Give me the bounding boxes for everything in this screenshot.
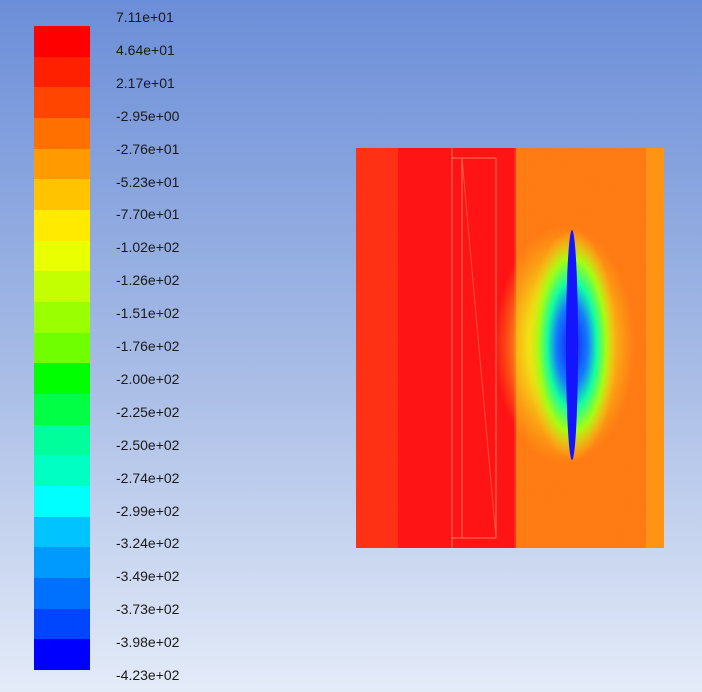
- colorbar-tick-label: 4.64e+01: [116, 41, 175, 58]
- colorbar-tick-label: -2.95e+00: [116, 107, 180, 124]
- colorbar-tick-label: -1.26e+02: [116, 272, 180, 289]
- colorbar-tick-label: 2.17e+01: [116, 74, 175, 91]
- colorbar-swatch: [34, 87, 90, 119]
- colorbar-swatch: [34, 547, 90, 579]
- contour-domain: [356, 148, 664, 548]
- colorbar-swatch: [34, 394, 90, 426]
- colorbar-swatch: [34, 26, 90, 58]
- colorbar-swatch: [34, 271, 90, 303]
- colorbar-tick-label: -5.23e+01: [116, 173, 180, 190]
- colorbar-swatch: [34, 516, 90, 548]
- noise-overlay: [356, 148, 664, 548]
- colorbar-swatch: [34, 118, 90, 150]
- colorbar-swatch: [34, 240, 90, 272]
- colorbar-tick-label: -1.02e+02: [116, 239, 180, 256]
- colorbar-tick-label: -2.25e+02: [116, 403, 180, 420]
- colorbar-tick-label: -3.24e+02: [116, 535, 180, 552]
- colorbar-swatch: [34, 424, 90, 456]
- colorbar-swatch: [34, 179, 90, 211]
- colorbar-tick-label: -2.76e+01: [116, 140, 180, 157]
- colorbar-swatch: [34, 332, 90, 364]
- colorbar-tick-label: -1.51e+02: [116, 305, 180, 322]
- colorbar-swatch: [34, 639, 90, 671]
- colorbar-swatch: [34, 363, 90, 395]
- colorbar-swatch: [34, 302, 90, 334]
- colorbar-tick-label: -3.73e+02: [116, 601, 180, 618]
- colorbar-tick-label: 7.11e+01: [116, 9, 174, 25]
- colorbar-swatch: [34, 148, 90, 180]
- colorbar-swatch: [34, 486, 90, 518]
- colorbar: 7.11e+01 4.64e+01 2.17e+01 -2.95e+00 -2.76e+…: [0, 0, 220, 692]
- colorbar-tick-label: -2.74e+02: [116, 469, 180, 486]
- colorbar-swatch: [34, 578, 90, 610]
- colorbar-tick-label: -3.49e+02: [116, 568, 180, 585]
- colorbar-swatch: [34, 455, 90, 487]
- colorbar-swatch: [34, 56, 90, 88]
- colorbar-tick-label: -2.99e+02: [116, 502, 180, 519]
- colorbar-tick-label: -4.23e+02: [116, 667, 180, 683]
- colorbar-swatch: [34, 608, 90, 640]
- colorbar-swatch: [34, 210, 90, 242]
- colorbar-tick-label: -3.98e+02: [116, 634, 180, 651]
- colorbar-tick-label: -2.50e+02: [116, 436, 180, 453]
- colorbar-tick-label: -7.70e+01: [116, 206, 180, 223]
- colorbar-tick-label: -2.00e+02: [116, 370, 180, 387]
- colorbar-tick-label: -1.76e+02: [116, 338, 180, 354]
